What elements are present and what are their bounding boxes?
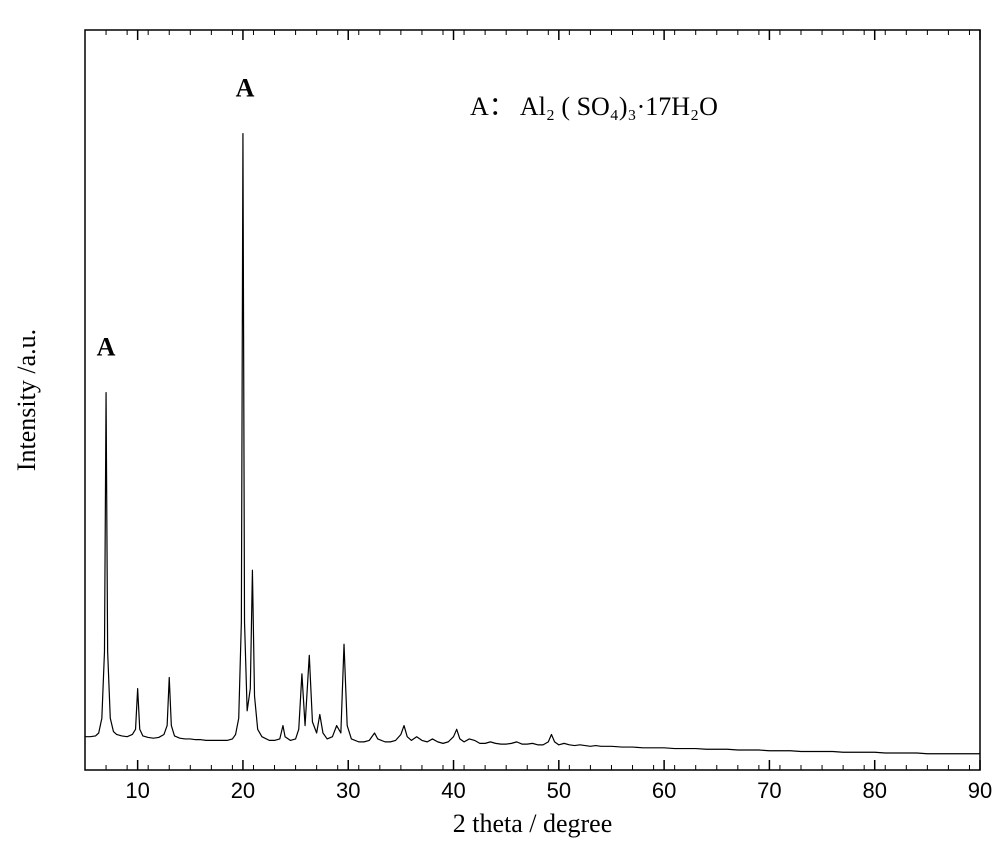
legend-text: A： Al₂ ( SO₄)₃·17H₂O bbox=[470, 92, 718, 121]
plot-frame bbox=[85, 30, 980, 770]
y-axis-label: Intensity /a.u. bbox=[12, 329, 41, 471]
x-tick-label: 50 bbox=[547, 778, 571, 803]
xrd-chart: 10 20 30 40 50 60 70 80 90 2 theta / degree Intens… bbox=[0, 0, 1000, 853]
x-tick-label: 40 bbox=[441, 778, 465, 803]
peak-label: A bbox=[97, 333, 116, 362]
x-tick-label: 30 bbox=[336, 778, 360, 803]
x-tick-label: 20 bbox=[231, 778, 255, 803]
x-tick-label: 60 bbox=[652, 778, 676, 803]
x-axis-label: 2 theta / degree bbox=[453, 809, 613, 838]
x-tick-label: 10 bbox=[125, 778, 149, 803]
chart-svg: 10 20 30 40 50 60 70 80 90 2 theta / degree Intens… bbox=[0, 0, 1000, 853]
x-tick-label: 90 bbox=[968, 778, 992, 803]
xrd-pattern-line bbox=[85, 134, 980, 754]
x-tick-label: 80 bbox=[862, 778, 886, 803]
x-tick-label: 70 bbox=[757, 778, 781, 803]
peak-label: A bbox=[236, 74, 255, 103]
